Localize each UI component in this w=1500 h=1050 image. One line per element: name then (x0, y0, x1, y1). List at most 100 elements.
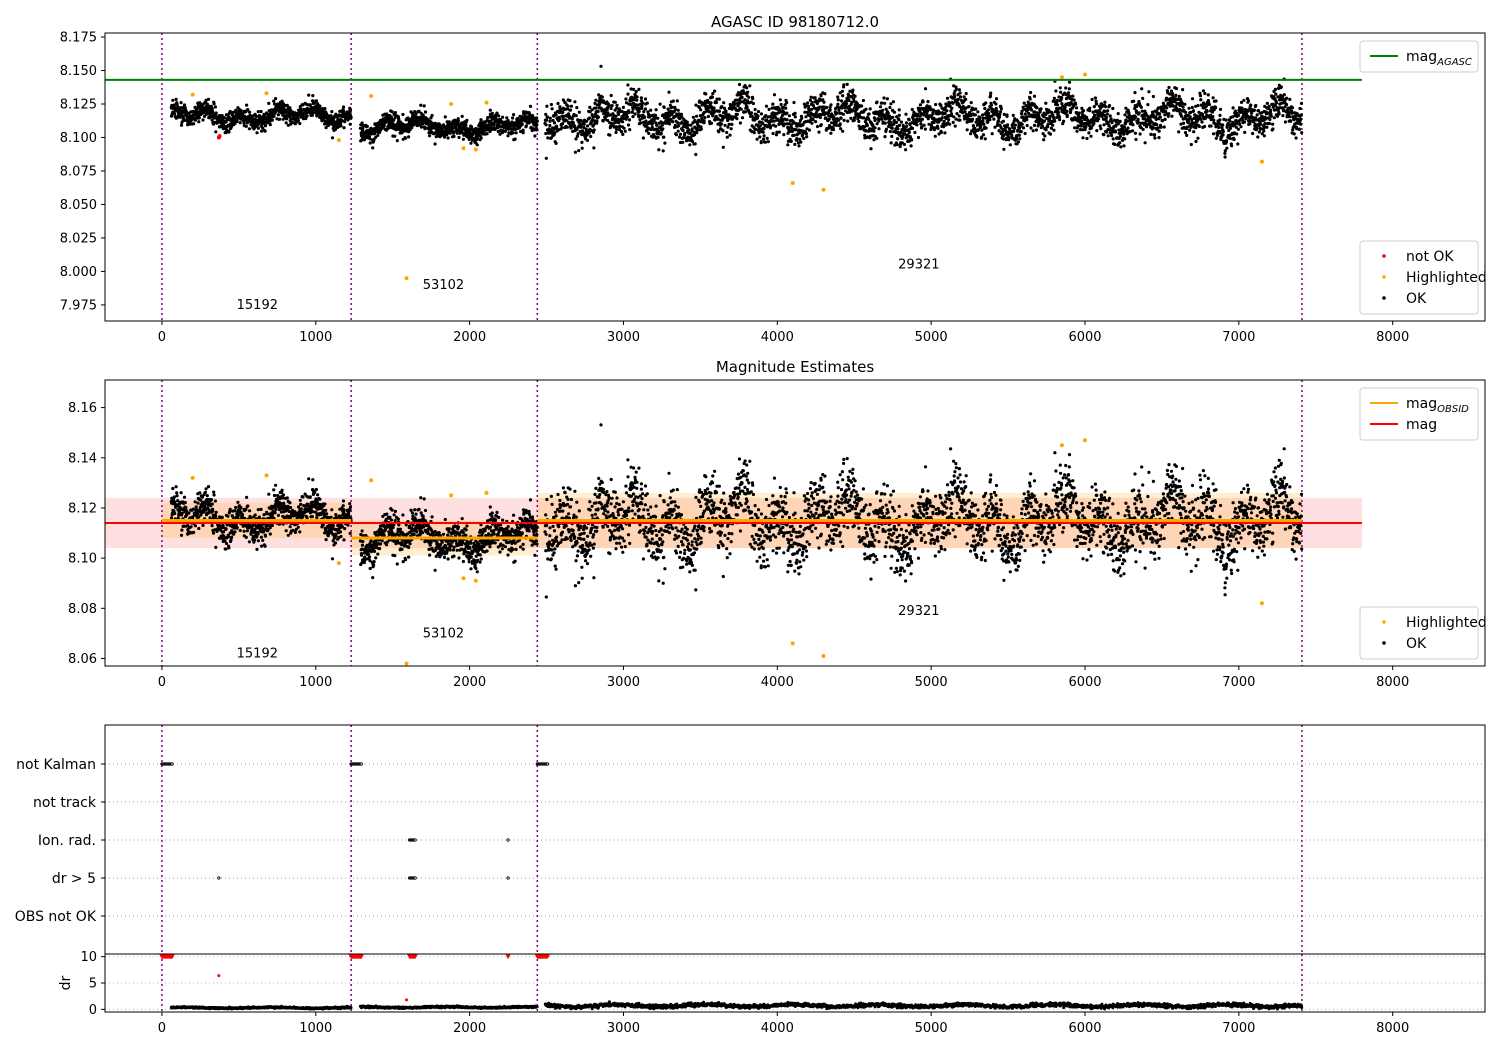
p1-ok-point (838, 122, 842, 126)
p1-ok-point (1262, 129, 1266, 133)
p1-x-tick-label: 4000 (761, 330, 794, 345)
p1-ok-point (1062, 119, 1066, 123)
p1-ok-point (227, 130, 231, 134)
p1-ok-point (1089, 134, 1093, 138)
p1-ok-point (836, 98, 840, 102)
p1-ok-point (1051, 123, 1055, 127)
p1-ok-point (779, 102, 783, 107)
p1-ok-point (514, 131, 518, 135)
p1-ok-point (548, 116, 552, 120)
p1-ok-point (263, 129, 267, 133)
p1-ok-point (1263, 122, 1267, 126)
p1-ok-point (904, 121, 909, 125)
p1-ok-point (1157, 129, 1161, 133)
p1-ok-point (443, 115, 447, 119)
p1-ok-point (983, 106, 987, 111)
p1-ok-point (896, 137, 900, 141)
p1-ok-point (1194, 126, 1198, 130)
p1-ok-point (365, 124, 369, 128)
p1-ok-point (787, 114, 792, 118)
p1-ok-point (433, 142, 437, 146)
p1-ok-point (575, 106, 579, 110)
p1-ok-point (376, 133, 380, 137)
p1-ok-point (311, 111, 315, 115)
p1-ok-point (465, 118, 469, 122)
p1-ok-point (1046, 122, 1050, 126)
p1-ok-point (1042, 138, 1046, 142)
p1-x-tick-label: 7000 (1222, 330, 1255, 345)
p1-ok-point (1299, 117, 1303, 121)
p1-ok-point (1218, 113, 1222, 117)
p1-ok-point (605, 114, 609, 118)
p1-ok-point (999, 110, 1003, 114)
p1-ok-point (976, 110, 980, 114)
p1-ok-point (894, 120, 899, 124)
p1-ok-point (1269, 114, 1273, 118)
p1-ok-point (368, 141, 372, 145)
p1-ok-point (819, 123, 823, 127)
p1-ok-point (263, 124, 268, 128)
p1-ok-point (599, 64, 603, 68)
p1-ok-point (955, 112, 959, 116)
p1-ok-point (1209, 124, 1213, 128)
p1-ok-point (1092, 105, 1096, 109)
p1-ok-point (839, 127, 843, 131)
p1-ok-point (1254, 103, 1258, 108)
p1-ok-point (1211, 115, 1215, 119)
p1-ok-point (1225, 125, 1229, 129)
p1-ok-point (931, 112, 935, 116)
p1-ok-point (1228, 136, 1232, 140)
p1-ok-point (886, 111, 890, 115)
p1-ok-point (1095, 129, 1099, 133)
p1-ok-point (228, 109, 232, 114)
p1-ok-point (363, 136, 367, 140)
p1-ok-point (1032, 123, 1037, 127)
p1-ok-point (192, 122, 196, 126)
p1-ok-point (923, 127, 928, 131)
p1-ok-point (699, 127, 703, 131)
p1-ok-point (401, 112, 405, 117)
p1-ok-point (728, 133, 732, 137)
p1-y-tick-label: 8.100 (60, 131, 97, 146)
p1-ok-point (626, 83, 630, 87)
p1-ok-point (802, 136, 806, 141)
p1-ok-point (1242, 120, 1247, 124)
p1-ok-point (492, 123, 496, 127)
p1-ok-point (761, 137, 766, 141)
p1-ok-point (964, 97, 968, 101)
p1-ok-point (637, 87, 641, 91)
p1-y-tick-label: 7.975 (60, 298, 97, 313)
p1-ok-point (521, 131, 525, 135)
p1-ok-point (182, 103, 187, 107)
p1-ok-point (936, 126, 940, 130)
p1-ok-point (645, 129, 649, 133)
p1-ok-point (880, 101, 884, 105)
p1-ok-point (1058, 86, 1062, 90)
p1-ok-point (693, 142, 697, 146)
p1-ok-point (712, 106, 716, 110)
p1-ok-point (638, 121, 643, 125)
p1-ok-point (410, 126, 414, 130)
p2-ok-point (182, 495, 187, 499)
p1-ok-point (1065, 109, 1069, 113)
p1-ok-point (270, 118, 274, 122)
p1-ok-point (1223, 155, 1227, 159)
p1-ok-point (756, 110, 761, 114)
p1-ok-point (956, 97, 960, 101)
p1-ok-point (735, 117, 739, 121)
p1-ok-point (322, 116, 326, 120)
p1-ok-point (764, 104, 769, 108)
p1-highlighted-point (790, 181, 795, 186)
p1-ok-point (1269, 108, 1273, 112)
p1-ok-point (285, 117, 289, 121)
p1-ok-point (457, 135, 461, 139)
p1-ok-point (1279, 85, 1283, 89)
p1-ok-point (276, 113, 280, 117)
p1-ok-point (1079, 124, 1083, 128)
p1-ok-point (1089, 126, 1093, 130)
p1-ok-point (501, 115, 505, 119)
p1-ok-point (1095, 102, 1099, 106)
p1-ok-point (214, 111, 218, 115)
p1-ok-point (877, 127, 881, 131)
